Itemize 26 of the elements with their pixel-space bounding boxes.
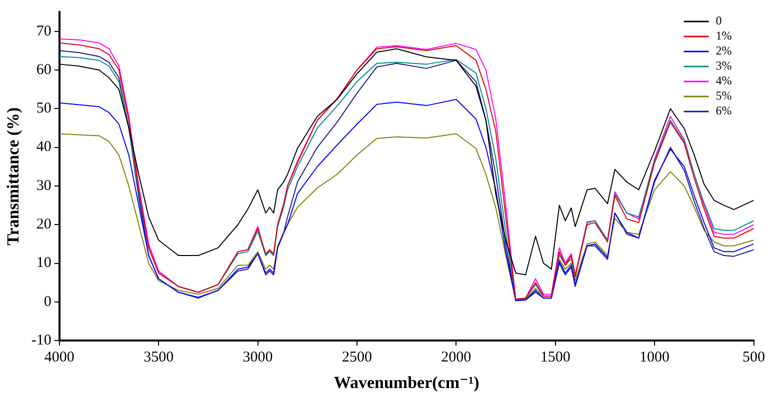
x-tick-label: 1000 <box>640 350 670 366</box>
x-tick-label: 4000 <box>44 350 74 366</box>
legend-label: 0 <box>716 14 722 28</box>
x-tick-label: 2500 <box>342 350 372 366</box>
y-tick-label: 0 <box>44 294 52 310</box>
y-tick-label: 60 <box>36 62 52 78</box>
y-tick-label: 10 <box>36 255 52 272</box>
y-axis-title: Transmittance (%) <box>4 107 23 246</box>
y-tick-label: -10 <box>31 332 52 349</box>
x-tick-label: 500 <box>742 350 765 366</box>
x-axis-title: Wavenumber(cm⁻¹) <box>334 373 480 392</box>
x-tick-label: 3000 <box>242 350 273 366</box>
legend-label: 4% <box>716 74 732 88</box>
legend-label: 6% <box>716 104 732 118</box>
legend-label: 5% <box>716 88 732 103</box>
y-tick-label: 70 <box>36 23 52 40</box>
x-tick-label: 1500 <box>540 350 570 366</box>
y-tick-label: 40 <box>36 139 52 156</box>
y-tick-label: 20 <box>36 216 52 233</box>
y-tick-label: 50 <box>36 100 52 117</box>
legend-label: 2% <box>716 44 732 58</box>
x-tick-label: 3500 <box>144 350 174 366</box>
legend-label: 3% <box>716 58 732 73</box>
y-tick-label: 30 <box>36 178 52 194</box>
x-tick-label: 2000 <box>441 350 472 366</box>
legend-label: 1% <box>716 28 732 43</box>
